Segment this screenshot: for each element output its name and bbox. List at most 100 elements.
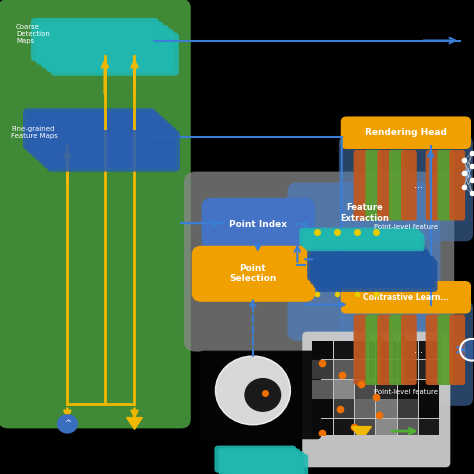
FancyBboxPatch shape bbox=[192, 246, 315, 302]
Text: ...: ... bbox=[414, 345, 423, 355]
FancyBboxPatch shape bbox=[304, 245, 426, 277]
Bar bbox=[398, 438, 418, 457]
FancyBboxPatch shape bbox=[41, 25, 169, 69]
FancyBboxPatch shape bbox=[298, 237, 419, 270]
Bar bbox=[334, 380, 354, 399]
FancyBboxPatch shape bbox=[377, 314, 393, 385]
Circle shape bbox=[215, 356, 291, 425]
FancyBboxPatch shape bbox=[354, 314, 369, 385]
Bar bbox=[312, 400, 333, 418]
Bar bbox=[312, 341, 333, 359]
Circle shape bbox=[57, 415, 77, 433]
FancyBboxPatch shape bbox=[23, 109, 156, 150]
Bar bbox=[355, 341, 375, 359]
FancyBboxPatch shape bbox=[426, 314, 441, 385]
Bar bbox=[376, 400, 397, 418]
FancyBboxPatch shape bbox=[184, 172, 454, 352]
FancyBboxPatch shape bbox=[341, 117, 471, 149]
Text: Rendering Head: Rendering Head bbox=[365, 128, 447, 137]
Polygon shape bbox=[352, 427, 371, 440]
Bar bbox=[334, 360, 354, 379]
Bar bbox=[376, 360, 397, 379]
Text: Contrastive Learn...: Contrastive Learn... bbox=[363, 293, 449, 302]
FancyBboxPatch shape bbox=[46, 29, 174, 72]
Bar bbox=[355, 360, 375, 379]
FancyBboxPatch shape bbox=[200, 351, 321, 439]
Text: Point-level feature: Point-level feature bbox=[374, 389, 438, 395]
FancyBboxPatch shape bbox=[339, 137, 473, 241]
FancyBboxPatch shape bbox=[35, 119, 168, 161]
Bar bbox=[334, 400, 354, 418]
Text: ...: ... bbox=[414, 180, 423, 190]
FancyBboxPatch shape bbox=[316, 259, 438, 292]
FancyBboxPatch shape bbox=[222, 451, 304, 474]
Text: Fine-grained
Feature Maps: Fine-grained Feature Maps bbox=[11, 126, 58, 138]
Bar bbox=[312, 360, 333, 379]
FancyBboxPatch shape bbox=[339, 301, 473, 406]
FancyBboxPatch shape bbox=[0, 0, 191, 428]
FancyBboxPatch shape bbox=[449, 314, 465, 385]
FancyBboxPatch shape bbox=[219, 448, 301, 474]
Bar bbox=[376, 341, 397, 359]
Bar bbox=[419, 400, 439, 418]
Text: ^: ^ bbox=[64, 419, 71, 428]
Bar bbox=[355, 419, 375, 438]
Bar bbox=[312, 438, 333, 457]
FancyBboxPatch shape bbox=[39, 123, 172, 164]
Bar bbox=[355, 380, 375, 399]
FancyBboxPatch shape bbox=[214, 446, 296, 473]
FancyBboxPatch shape bbox=[305, 233, 425, 251]
Bar bbox=[398, 360, 418, 379]
FancyBboxPatch shape bbox=[31, 18, 159, 61]
FancyBboxPatch shape bbox=[313, 255, 435, 288]
Circle shape bbox=[245, 379, 281, 411]
FancyBboxPatch shape bbox=[226, 454, 308, 474]
FancyBboxPatch shape bbox=[310, 252, 431, 285]
Bar bbox=[355, 438, 375, 457]
FancyBboxPatch shape bbox=[365, 150, 381, 220]
FancyBboxPatch shape bbox=[341, 281, 471, 314]
Text: Point-level feature: Point-level feature bbox=[374, 224, 438, 230]
Bar bbox=[419, 438, 439, 457]
FancyBboxPatch shape bbox=[449, 150, 465, 220]
Circle shape bbox=[460, 339, 474, 361]
FancyBboxPatch shape bbox=[51, 32, 179, 76]
FancyBboxPatch shape bbox=[302, 332, 450, 467]
FancyBboxPatch shape bbox=[377, 150, 393, 220]
FancyBboxPatch shape bbox=[46, 130, 180, 172]
Bar bbox=[419, 380, 439, 399]
FancyBboxPatch shape bbox=[389, 314, 405, 385]
Bar bbox=[398, 380, 418, 399]
FancyBboxPatch shape bbox=[301, 241, 423, 274]
FancyBboxPatch shape bbox=[438, 150, 453, 220]
Text: Coarse
Detection
Maps: Coarse Detection Maps bbox=[16, 24, 50, 44]
Bar bbox=[398, 419, 418, 438]
Bar bbox=[334, 341, 354, 359]
Polygon shape bbox=[127, 418, 142, 429]
FancyBboxPatch shape bbox=[365, 314, 381, 385]
Bar bbox=[419, 419, 439, 438]
Bar bbox=[376, 380, 397, 399]
Bar bbox=[398, 400, 418, 418]
FancyBboxPatch shape bbox=[36, 21, 164, 65]
FancyBboxPatch shape bbox=[43, 127, 176, 168]
FancyBboxPatch shape bbox=[299, 228, 419, 246]
FancyBboxPatch shape bbox=[31, 116, 164, 157]
FancyBboxPatch shape bbox=[307, 248, 428, 281]
Bar bbox=[376, 419, 397, 438]
Bar bbox=[312, 419, 333, 438]
Text: Point
Selection: Point Selection bbox=[229, 264, 277, 283]
Bar bbox=[376, 438, 397, 457]
Bar bbox=[355, 400, 375, 418]
FancyBboxPatch shape bbox=[287, 182, 440, 341]
FancyBboxPatch shape bbox=[201, 198, 315, 250]
FancyBboxPatch shape bbox=[27, 112, 160, 154]
Bar bbox=[419, 360, 439, 379]
Bar bbox=[334, 419, 354, 438]
Bar bbox=[398, 341, 418, 359]
Text: Feature
Extraction: Feature Extraction bbox=[340, 203, 389, 223]
Bar bbox=[419, 341, 439, 359]
Bar bbox=[334, 438, 354, 457]
FancyBboxPatch shape bbox=[354, 150, 369, 220]
FancyBboxPatch shape bbox=[302, 230, 422, 248]
